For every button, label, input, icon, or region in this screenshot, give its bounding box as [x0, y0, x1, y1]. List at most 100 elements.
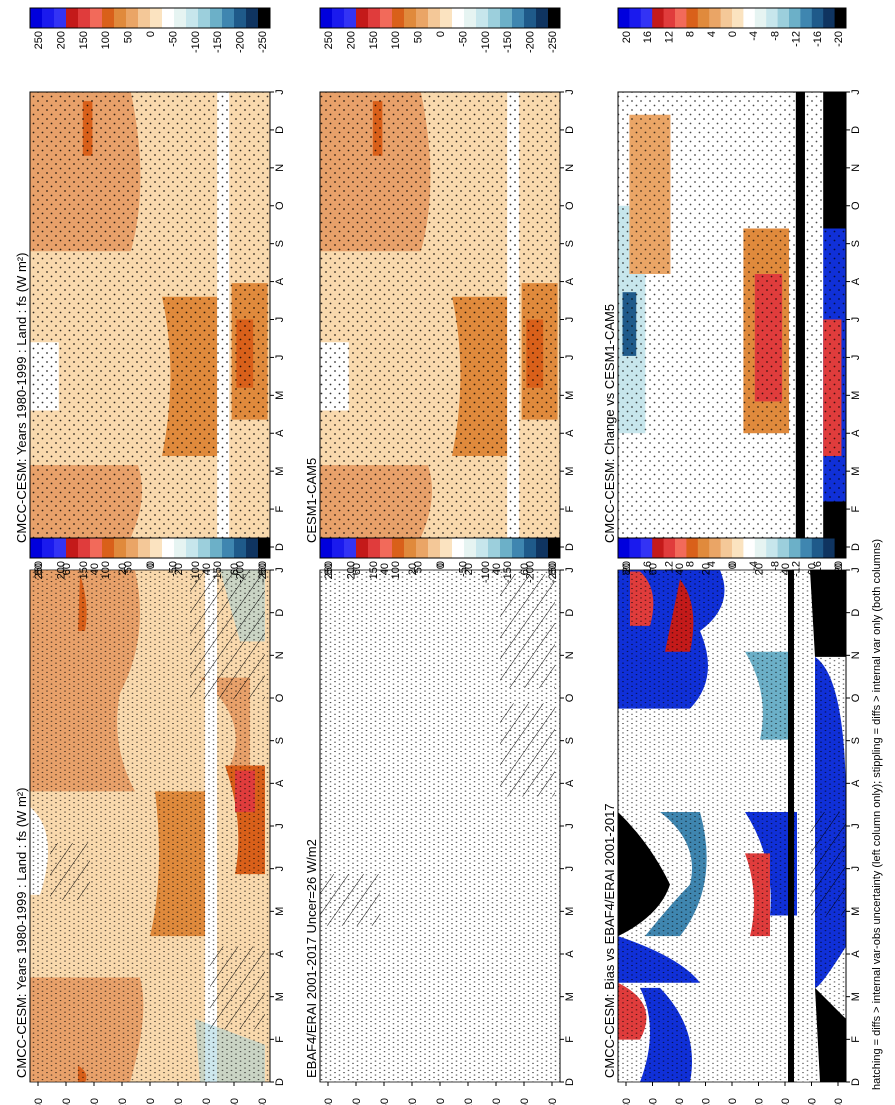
colorbar-segment — [823, 8, 836, 28]
colorbar-tick-label: 8 — [685, 561, 697, 567]
lat-tick-label: 40 — [89, 563, 101, 575]
month-tick-label: O — [850, 201, 862, 210]
lat-tick-label: 20 — [701, 1098, 713, 1105]
panel-change — [617, 91, 847, 548]
colorbar-segment — [811, 8, 824, 28]
colorbar-segment — [42, 8, 55, 28]
colorbar-segment — [800, 538, 813, 558]
colorbar-tick-label: 200 — [55, 31, 67, 49]
colorbar-tick-label: 0 — [435, 31, 447, 37]
colorbar-segment — [102, 538, 115, 558]
colorbar-tick-label: -200 — [235, 31, 247, 53]
colorbar-tick-label: -100 — [190, 561, 202, 583]
month-tick-label: D — [274, 1078, 286, 1086]
colorbar-segment — [126, 538, 139, 558]
colorbar-segment — [198, 8, 211, 28]
colorbar-segment — [675, 8, 687, 28]
colorbar-segment — [500, 8, 513, 28]
month-tick-label: J — [564, 823, 576, 829]
colorbar-segment — [246, 8, 259, 28]
colorbar-segment — [222, 538, 235, 558]
month-tick-label: A — [274, 277, 286, 285]
month-tick-label: J — [850, 355, 862, 361]
lat-tick-label: 60 — [519, 563, 531, 575]
colorbar-segment — [697, 8, 710, 28]
lat-tick-label: 80 — [547, 563, 559, 575]
colorbar-segment — [392, 538, 405, 558]
colorbar-segment — [811, 538, 824, 558]
colorbar-segment — [766, 8, 779, 28]
colorbar-tick-label: 100 — [390, 561, 402, 579]
month-tick-label: M — [274, 907, 286, 916]
colorbar-segment — [488, 8, 501, 28]
colorbar-tick-label: 100 — [100, 31, 112, 49]
colorbar-segment — [834, 8, 847, 28]
colorbars: 250 200 150 100 50 0 -50 -100 -150 -200 -250 250 200… — [29, 7, 847, 583]
month-tick-label: M — [274, 467, 286, 476]
colorbar-segment — [392, 8, 405, 28]
colorbar-segment — [66, 8, 79, 28]
colorbar-segment — [30, 538, 43, 558]
colorbar-segment — [464, 8, 477, 28]
colorbar-segment — [640, 8, 653, 28]
colorbar-segment — [428, 538, 441, 558]
lat-tick-label: 60 — [807, 1098, 819, 1105]
month-tick-label: M — [564, 907, 576, 916]
colorbar-segment — [258, 538, 271, 558]
colorbar-segment — [210, 8, 223, 28]
lat-tick-label: 40 — [780, 563, 792, 575]
month-tick-label: A — [850, 429, 862, 437]
lat-tick-label: 60 — [807, 563, 819, 575]
colorbar-segment — [222, 8, 235, 28]
colorbar-segment — [344, 538, 357, 558]
colorbar-segment — [380, 8, 393, 28]
month-tick-label: O — [274, 201, 286, 210]
colorbar-segment — [618, 8, 630, 28]
colorbar-segment — [344, 8, 357, 28]
colorbar-segment — [162, 538, 175, 558]
colorbar-tick-label: 150 — [78, 561, 90, 579]
colorbar-tick-label: -200 — [525, 31, 537, 53]
colorbar-segment — [138, 8, 151, 28]
colorbar-segment — [416, 538, 429, 558]
colorbar-tick-label: 50 — [413, 561, 425, 573]
colorbar-segment — [78, 538, 91, 558]
colorbar-tick-label: 0 — [435, 561, 447, 567]
colorbar-tick-label: -250 — [257, 561, 269, 583]
colorbar-tick-label: -250 — [547, 561, 559, 583]
colorbar-segment — [548, 538, 561, 558]
month-tick-label: J — [850, 317, 862, 323]
colorbar-segment — [777, 538, 790, 558]
colorbar-segment — [709, 538, 722, 558]
lat-tick-label: 20 — [463, 563, 475, 575]
colorbar-tick-label: -4 — [748, 31, 760, 41]
colorbar-segment — [743, 538, 756, 558]
colorbar-tick-label: -250 — [257, 31, 269, 53]
panel-bias — [617, 569, 847, 1083]
month-tick-label: S — [564, 737, 576, 744]
month-tick-label: A — [850, 779, 862, 787]
colorbar-tick-label: -150 — [502, 561, 514, 583]
colorbar-segment — [663, 8, 676, 28]
colorbar-segment — [404, 8, 417, 28]
colorbar-segment — [246, 538, 259, 558]
colorbar-segment — [234, 538, 247, 558]
colorbar-segment — [54, 538, 67, 558]
colorbar-segment — [629, 8, 642, 28]
month-tick-label: A — [850, 277, 862, 285]
lat-tick-label: 60 — [648, 563, 660, 575]
colorbar-tick-label: -4 — [748, 561, 760, 571]
lat-tick-label: 60 — [648, 1098, 660, 1105]
month-tick-label: D — [564, 543, 576, 551]
lat-tick-label: 80 — [547, 1098, 559, 1105]
month-tick-label: A — [564, 277, 576, 285]
colorbar-segment — [524, 538, 537, 558]
colorbar-segment — [732, 8, 744, 28]
month-tick-label: D — [274, 609, 286, 617]
colorbar-segment — [452, 538, 465, 558]
lat-tick-label: 40 — [674, 1098, 686, 1105]
colorbar-segment — [320, 538, 333, 558]
month-tick-label: D — [850, 543, 862, 551]
month-tick-label: A — [850, 950, 862, 958]
